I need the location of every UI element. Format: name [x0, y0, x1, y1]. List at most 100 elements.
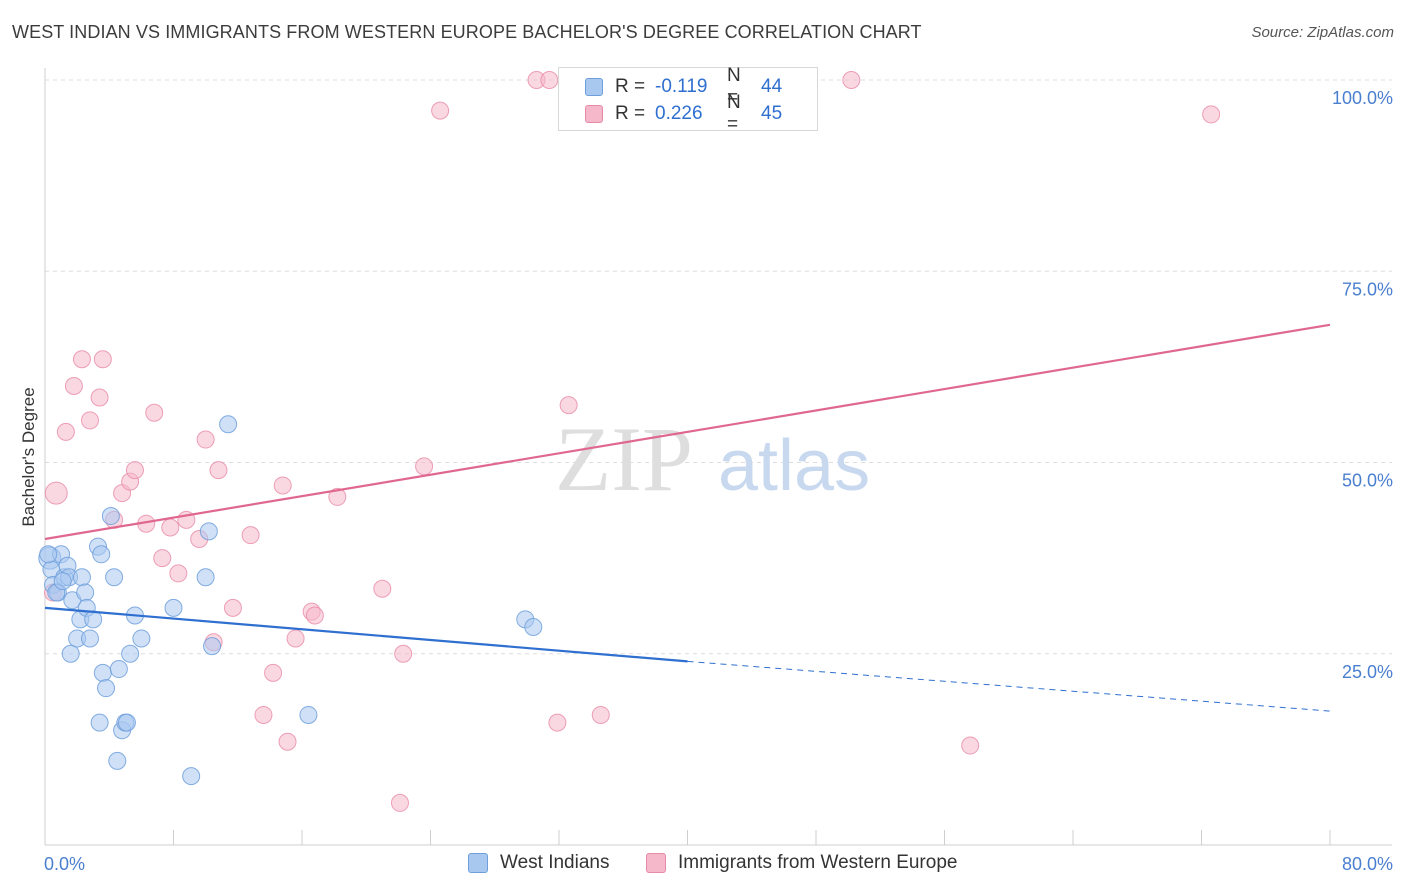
data-point-immigrants — [286, 629, 305, 648]
data-point-west-indians — [92, 545, 111, 564]
data-point-immigrants — [209, 461, 228, 480]
data-point-west-indians — [76, 583, 95, 602]
series-legend: West Indians Immigrants from Western Eur… — [0, 852, 1406, 878]
legend-swatch-blue — [585, 78, 603, 96]
y-tick-label: 100.0% — [1332, 88, 1393, 108]
data-point-west-indians — [117, 713, 136, 732]
legend-n-value: 45 — [761, 103, 783, 124]
y-axis-label: Bachelor's Degree — [19, 387, 38, 526]
data-point-immigrants — [90, 388, 109, 407]
x-tick-label: 0.0% — [44, 854, 85, 874]
legend-n-value: 44 — [761, 76, 783, 97]
axes — [44, 68, 1392, 846]
legend-row-blue: R = -0.119 N = 44 — [585, 65, 783, 108]
data-point-west-indians — [196, 568, 215, 587]
data-point-immigrants — [223, 598, 242, 617]
watermark-zip: ZIP — [555, 408, 693, 510]
trend-line-west-indians — [44, 606, 688, 663]
legend-item-west-indians[interactable]: West Indians — [468, 852, 609, 874]
y-tick-label: 50.0% — [1342, 471, 1393, 491]
legend-row-pink: R = 0.226 N = 45 — [585, 92, 783, 135]
legend-label-west-indians: West Indians — [500, 852, 610, 873]
x-tick-labels: 0.0% 80.0% — [44, 854, 1393, 874]
data-point-immigrants — [390, 793, 409, 812]
data-point-west-indians — [80, 629, 99, 648]
data-point-west-indians — [39, 545, 58, 564]
data-point-west-indians — [164, 598, 183, 617]
data-point-immigrants — [278, 732, 297, 751]
data-point-immigrants — [169, 564, 188, 583]
data-point-immigrants — [328, 487, 347, 506]
data-point-immigrants — [241, 526, 260, 545]
legend-swatch-west-indians — [468, 853, 488, 873]
data-point-west-indians — [105, 568, 124, 587]
legend-r-value: -0.119 — [655, 76, 708, 97]
series-west-indians-points — [38, 415, 543, 786]
data-point-immigrants — [842, 71, 861, 89]
data-point-west-indians — [108, 751, 127, 770]
legend-r-value: 0.226 — [655, 103, 703, 124]
data-point-immigrants — [548, 713, 567, 732]
data-point-immigrants — [305, 606, 324, 625]
data-point-immigrants — [961, 736, 980, 755]
data-point-immigrants — [56, 422, 75, 441]
data-point-immigrants — [80, 411, 99, 430]
data-point-west-indians — [132, 629, 151, 648]
trend-line-immigrants — [44, 323, 1331, 541]
legend-n-label: N = — [727, 65, 741, 108]
data-point-immigrants — [394, 644, 413, 663]
data-point-immigrants — [273, 476, 292, 495]
data-point-immigrants — [64, 377, 83, 395]
data-point-immigrants — [373, 579, 392, 598]
data-point-immigrants — [145, 403, 164, 422]
series-immigrants-points — [44, 71, 1221, 812]
trend-line-west-indians-extrapolated — [687, 660, 1331, 712]
legend-r-label: R = — [615, 103, 646, 124]
data-point-west-indians — [93, 663, 112, 682]
legend-swatch-immigrants — [646, 853, 666, 873]
data-point-west-indians — [101, 507, 120, 526]
y-tick-label: 25.0% — [1342, 662, 1393, 682]
grid-lines — [45, 79, 1392, 655]
data-point-west-indians — [182, 767, 201, 786]
x-tick-label: 80.0% — [1342, 854, 1393, 874]
legend-item-immigrants[interactable]: Immigrants from Western Europe — [646, 852, 957, 874]
data-point-immigrants — [125, 461, 144, 480]
data-point-west-indians — [199, 522, 218, 541]
data-point-immigrants — [559, 396, 578, 415]
data-point-immigrants — [264, 663, 283, 682]
data-point-west-indians — [90, 713, 109, 732]
data-point-west-indians — [61, 644, 80, 663]
y-tick-labels: 25.0% 50.0% 75.0% 100.0% — [1332, 88, 1393, 682]
data-point-immigrants — [540, 71, 559, 89]
data-point-immigrants — [153, 549, 172, 568]
data-point-west-indians — [97, 679, 116, 698]
data-point-immigrants — [44, 481, 68, 505]
data-point-immigrants — [93, 350, 112, 369]
chart-title: WEST INDIAN VS IMMIGRANTS FROM WESTERN E… — [12, 22, 922, 42]
data-point-immigrants — [431, 101, 450, 120]
data-point-west-indians — [299, 705, 318, 724]
data-point-immigrants — [196, 430, 215, 449]
legend-n-label: N = — [727, 92, 741, 135]
legend-swatch-pink — [585, 105, 603, 123]
data-point-immigrants — [72, 350, 91, 369]
data-point-immigrants — [254, 705, 273, 724]
data-point-west-indians — [219, 415, 238, 434]
legend-r-label: R = — [615, 76, 646, 97]
data-point-west-indians — [53, 572, 72, 591]
y-tick-label: 75.0% — [1342, 279, 1393, 299]
data-point-immigrants — [591, 705, 610, 724]
data-point-immigrants — [415, 457, 434, 476]
data-point-west-indians — [121, 644, 140, 663]
data-point-west-indians — [524, 617, 543, 636]
data-point-west-indians — [72, 568, 91, 587]
trend-lines — [44, 323, 1331, 712]
correlation-legend: R = -0.119 N = 44 R = 0.226 N = 45 — [558, 65, 818, 135]
data-point-west-indians — [109, 660, 128, 679]
data-point-west-indians — [203, 637, 222, 656]
legend-label-immigrants: Immigrants from Western Europe — [678, 852, 958, 873]
data-point-immigrants — [161, 518, 180, 537]
watermark-atlas: atlas — [718, 426, 870, 506]
